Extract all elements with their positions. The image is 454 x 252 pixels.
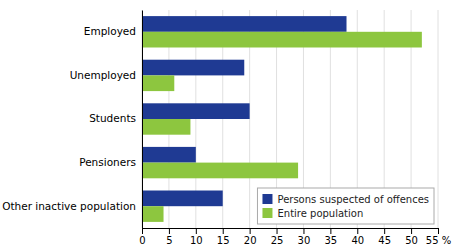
y-tick: Unemployed	[70, 69, 142, 81]
bar	[142, 16, 347, 32]
y-tick: Other inactive population	[2, 200, 142, 212]
bar	[142, 103, 250, 119]
x-tick-label: 35	[324, 235, 337, 246]
x-tick-label: 15	[217, 235, 230, 246]
x-tick: 10	[190, 228, 203, 246]
chart-container: 0 5 10 15 20 25 30 35 40 45 50 55 % Other inactive p…	[0, 0, 454, 252]
x-tick-mark	[303, 228, 304, 234]
y-tick-label: Pensioners	[79, 156, 136, 168]
x-tick: 30	[298, 228, 311, 246]
x-tick: 35	[324, 228, 337, 246]
x-tick-label: 0	[139, 235, 145, 246]
y-axis: Other inactive population Pensioners Stude…	[2, 11, 142, 229]
x-tick-label: 40	[351, 235, 364, 246]
x-tick: 5	[166, 228, 172, 246]
grid-line	[438, 10, 439, 228]
y-tick: Students	[89, 112, 142, 124]
legend-item: Entire population	[262, 208, 363, 219]
x-tick: 15	[217, 228, 230, 246]
legend-label: Entire population	[277, 208, 363, 219]
x-tick-mark	[250, 228, 251, 234]
x-tick-mark	[142, 228, 143, 234]
x-tick: 20	[244, 228, 257, 246]
x-tick-mark	[169, 228, 170, 234]
legend-swatch	[262, 194, 272, 204]
legend-swatch	[262, 208, 272, 218]
bar	[142, 119, 190, 135]
x-tick: 25	[271, 228, 284, 246]
chart: 0 5 10 15 20 25 30 35 40 45 50 55 % Other inactive p…	[0, 0, 454, 252]
x-tick-label: 5	[166, 235, 172, 246]
x-tick: 45	[378, 228, 391, 246]
y-tick-label: Unemployed	[70, 69, 136, 81]
x-tick: 50	[405, 228, 418, 246]
bar	[142, 75, 174, 91]
x-tick-label: 10	[190, 235, 203, 246]
x-tick-mark	[330, 228, 331, 234]
bar	[142, 32, 422, 48]
bar	[142, 163, 298, 179]
x-tick: 55 %	[426, 228, 451, 246]
grid-line	[142, 10, 143, 228]
x-axis: 0 5 10 15 20 25 30 35 40 45 50 55 %	[139, 228, 451, 246]
x-tick-mark	[411, 228, 412, 234]
y-tick-label: Students	[89, 112, 136, 124]
x-tick-label: 50	[405, 235, 418, 246]
bar	[142, 60, 244, 76]
legend-item: Persons suspected of offences	[262, 194, 429, 205]
grid	[142, 10, 438, 228]
plot: 0 5 10 15 20 25 30 35 40 45 50 55 % Other inactive p…	[2, 10, 451, 246]
y-tick-label: Employed	[84, 25, 136, 37]
bar	[142, 206, 164, 222]
x-tick-label: 25	[271, 235, 284, 246]
y-axis-line	[142, 11, 143, 229]
x-tick-mark	[384, 228, 385, 234]
y-tick-label: Other inactive population	[2, 200, 136, 212]
x-tick-label: 55 %	[426, 235, 451, 246]
bar	[142, 147, 196, 163]
legend: Persons suspected of offences Entire popu…	[257, 188, 434, 224]
x-tick-label: 45	[378, 235, 391, 246]
x-tick-mark	[438, 228, 439, 234]
x-tick-mark	[223, 228, 224, 234]
x-tick-label: 30	[298, 235, 311, 246]
x-tick-mark	[196, 228, 197, 234]
x-tick: 0	[139, 228, 145, 246]
x-axis-line	[143, 229, 439, 235]
y-tick: Pensioners	[79, 156, 142, 168]
x-tick-mark	[277, 228, 278, 234]
x-tick-mark	[357, 228, 358, 234]
legend-frame	[257, 188, 434, 224]
x-tick: 40	[351, 228, 364, 246]
legend-label: Persons suspected of offences	[277, 194, 429, 205]
y-tick: Employed	[84, 25, 142, 37]
x-tick-label: 20	[244, 235, 257, 246]
bar	[142, 191, 223, 207]
